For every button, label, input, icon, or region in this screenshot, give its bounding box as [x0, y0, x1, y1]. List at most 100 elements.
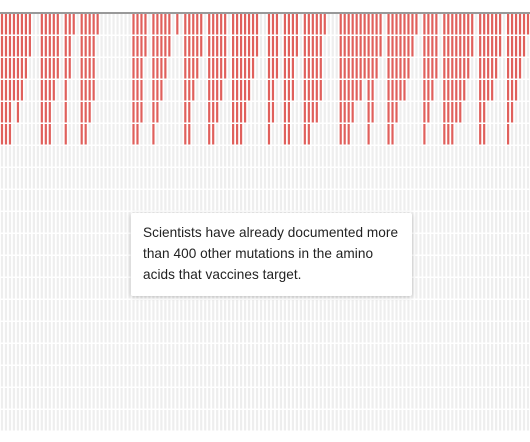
empty-cell — [331, 168, 334, 189]
mutation-cell — [68, 14, 71, 35]
empty-cell — [148, 80, 151, 101]
empty-cell — [455, 388, 458, 409]
empty-cell — [100, 256, 103, 277]
empty-cell — [487, 300, 490, 321]
empty-cell — [347, 322, 350, 343]
mutation-cell — [216, 36, 219, 57]
mutation-cell — [315, 58, 318, 79]
mutation-cell — [212, 14, 215, 35]
empty-cell — [104, 234, 107, 255]
mutation-cell — [347, 80, 350, 101]
empty-cell — [518, 366, 522, 387]
mutation-cell — [319, 58, 322, 79]
empty-cell — [184, 322, 187, 343]
empty-cell — [196, 344, 199, 365]
empty-cell — [510, 410, 514, 431]
mutation-cell — [387, 14, 390, 35]
mutation-cell — [8, 80, 12, 101]
empty-cell — [72, 234, 75, 255]
empty-cell — [419, 212, 422, 233]
empty-cell — [196, 366, 199, 387]
empty-cell — [263, 190, 267, 211]
empty-cell — [112, 410, 115, 431]
empty-cell — [439, 14, 442, 35]
empty-cell — [475, 14, 478, 35]
empty-cell — [467, 234, 470, 255]
mutation-cell — [427, 36, 430, 57]
empty-cell — [188, 388, 191, 409]
empty-cell — [239, 410, 243, 431]
empty-cell — [164, 388, 167, 409]
mutation-cell — [367, 14, 370, 35]
empty-cell — [506, 278, 510, 299]
empty-cell — [459, 146, 462, 167]
empty-cell — [522, 124, 526, 145]
empty-cell — [514, 410, 518, 431]
mutation-cell — [4, 80, 8, 101]
amino-acid-column — [514, 14, 518, 431]
empty-cell — [339, 344, 342, 365]
empty-cell — [108, 322, 111, 343]
empty-cell — [168, 388, 171, 409]
amino-acid-column — [435, 14, 438, 431]
empty-cell — [307, 410, 310, 431]
empty-cell — [447, 388, 450, 409]
empty-cell — [283, 344, 287, 365]
empty-cell — [44, 168, 47, 189]
amino-acid-column — [88, 14, 91, 431]
empty-cell — [116, 322, 119, 343]
empty-cell — [144, 168, 147, 189]
empty-cell — [164, 102, 167, 123]
mutation-cell — [451, 80, 454, 101]
empty-cell — [291, 388, 294, 409]
empty-cell — [172, 410, 175, 431]
mutation-cell — [212, 36, 215, 57]
mutation-cell — [188, 14, 191, 35]
empty-cell — [4, 256, 8, 277]
empty-cell — [447, 190, 450, 211]
empty-cell — [295, 410, 298, 431]
empty-cell — [331, 58, 334, 79]
empty-cell — [172, 190, 175, 211]
empty-cell — [335, 366, 338, 387]
empty-cell — [463, 278, 466, 299]
empty-cell — [76, 278, 79, 299]
mutation-cell — [395, 14, 398, 35]
mutation-cell — [152, 80, 155, 101]
empty-cell — [196, 322, 199, 343]
empty-cell — [44, 322, 47, 343]
mutation-cell — [271, 36, 275, 57]
mutation-cell — [427, 14, 430, 35]
mutation-cell — [239, 14, 243, 35]
empty-cell — [216, 410, 219, 431]
empty-cell — [16, 300, 20, 321]
mutation-cell — [518, 14, 522, 35]
empty-cell — [36, 58, 39, 79]
empty-cell — [188, 322, 191, 343]
mutation-cell — [311, 80, 314, 101]
mutation-cell — [307, 58, 310, 79]
empty-cell — [92, 168, 95, 189]
empty-cell — [108, 410, 111, 431]
empty-cell — [160, 388, 163, 409]
empty-cell — [495, 388, 498, 409]
empty-cell — [419, 124, 422, 145]
empty-cell — [60, 146, 63, 167]
empty-cell — [475, 124, 478, 145]
empty-cell — [255, 366, 259, 387]
empty-cell — [108, 190, 111, 211]
empty-cell — [455, 146, 458, 167]
mutation-cell — [343, 58, 346, 79]
empty-cell — [128, 146, 131, 167]
empty-cell — [4, 212, 8, 233]
empty-cell — [232, 388, 235, 409]
mutation-cell — [48, 58, 51, 79]
empty-cell — [479, 366, 482, 387]
empty-cell — [303, 344, 306, 365]
empty-cell — [419, 168, 422, 189]
empty-cell — [56, 300, 59, 321]
empty-cell — [303, 322, 306, 343]
mutation-cell — [411, 14, 414, 35]
mutation-cell — [479, 14, 482, 35]
empty-cell — [92, 102, 95, 123]
